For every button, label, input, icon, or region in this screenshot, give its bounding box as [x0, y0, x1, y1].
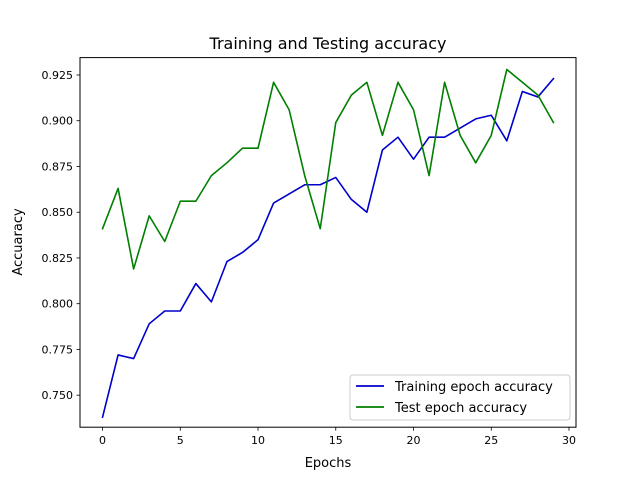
- x-tick-label: 25: [484, 434, 498, 447]
- y-tick-label: 0.825: [42, 252, 74, 265]
- series-line-test: [101, 68, 555, 270]
- y-tick-label: 0.800: [42, 298, 74, 311]
- legend-box: [349, 374, 571, 421]
- x-tick-label: 30: [562, 434, 576, 447]
- y-tick-label: 0.750: [42, 389, 74, 402]
- x-tick-label: 10: [251, 434, 265, 447]
- legend-label-training: Training epoch accuracy: [394, 380, 553, 395]
- y-tick-label: 0.875: [42, 160, 74, 173]
- y-tick-label: 0.850: [42, 206, 74, 219]
- x-tick-label: 15: [329, 434, 343, 447]
- y-axis: 0.750 0.775 0.800 0.825 0.850 0.875 0.900 0.925: [42, 69, 80, 402]
- axes-frame: [79, 57, 577, 428]
- x-tick-label: 20: [407, 434, 421, 447]
- x-tick-label: 0: [99, 434, 106, 447]
- y-tick-label: 0.925: [42, 69, 74, 82]
- plot-area: [79, 57, 577, 428]
- series-layer: [101, 68, 555, 419]
- chart-title: Training and Testing accuracy: [209, 34, 447, 53]
- x-tick-label: 5: [177, 434, 184, 447]
- y-tick-label: 0.900: [42, 115, 74, 128]
- y-axis-label: Accuaracy: [11, 208, 26, 276]
- legend-label-test: Test epoch accuracy: [394, 401, 527, 416]
- y-tick-label: 0.775: [42, 343, 74, 356]
- legend: Training epoch accuracy Test epoch accur…: [349, 374, 571, 421]
- x-axis-label: Epochs: [305, 456, 352, 471]
- x-axis: 0 5 10 15 20 25 30: [99, 427, 576, 447]
